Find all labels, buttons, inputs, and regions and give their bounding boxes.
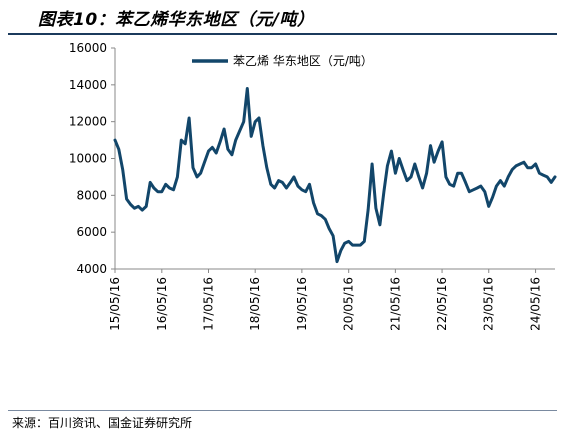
y-tick-label: 10000 — [69, 152, 107, 166]
source-divider — [8, 410, 557, 411]
x-tick-label: 21/05/16 — [388, 277, 402, 331]
x-tick-label: 23/05/16 — [482, 277, 496, 331]
series-layer — [113, 87, 557, 264]
line-chart: 4000 6000 8000 10000 12000 14000 16000 15/05/16… — [69, 41, 557, 331]
source-note: 来源：百川资讯、国金证券研究所 — [12, 416, 193, 430]
y-tick-label: 12000 — [69, 115, 107, 129]
series-line — [113, 87, 557, 264]
x-tick-label: 24/05/16 — [529, 277, 543, 331]
x-tick-label: 15/05/16 — [108, 277, 122, 331]
figure-title: 图表10：苯乙烯华东地区（元/吨） — [38, 10, 315, 30]
x-tick-label: 20/05/16 — [342, 277, 356, 331]
title-divider — [8, 33, 557, 35]
y-tick-label: 4000 — [76, 262, 107, 276]
x-tick-label: 22/05/16 — [435, 277, 449, 331]
y-tick-label: 6000 — [76, 225, 107, 239]
x-tick-label: 19/05/16 — [295, 277, 309, 331]
x-tick-label: 17/05/16 — [202, 277, 216, 331]
y-tick-label: 14000 — [69, 78, 107, 92]
y-tick-label: 16000 — [69, 41, 107, 55]
y-tick-label: 8000 — [76, 188, 107, 202]
x-tick-label: 16/05/16 — [155, 277, 169, 331]
chart-axes: 4000 6000 8000 10000 12000 14000 16000 15/05/16… — [69, 41, 555, 331]
chart-legend: 苯乙烯 华东地区（元/吨） — [192, 54, 373, 68]
legend-label: 苯乙烯 华东地区（元/吨） — [233, 54, 373, 68]
x-tick-label: 18/05/16 — [248, 277, 262, 331]
